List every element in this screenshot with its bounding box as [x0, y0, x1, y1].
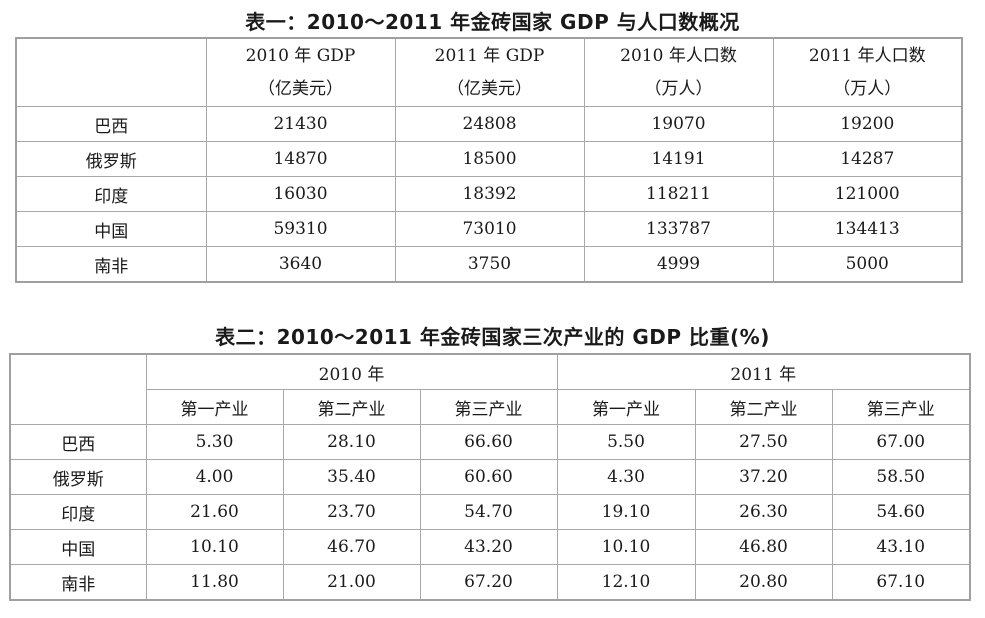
table2-subheader-row: 第一产业 第二产业 第三产业 第一产业 第二产业 第三产业 — [10, 389, 971, 425]
value-cell: 54.60 — [831, 494, 971, 530]
country-cell: 巴西 — [9, 424, 147, 460]
header-unit: （亿美元） — [258, 78, 343, 99]
header-line: 2010 年人口数 — [620, 45, 737, 66]
value-cell: 26.30 — [694, 494, 833, 530]
subheader-cell: 第一产业 — [145, 389, 284, 425]
value-cell: 134413 — [772, 211, 963, 247]
header-line: 2011 年 GDP — [434, 45, 545, 66]
value-cell: 21430 — [205, 106, 396, 142]
country-cell: 俄罗斯 — [9, 459, 147, 495]
value-cell: 18392 — [394, 176, 585, 212]
value-cell: 66.60 — [419, 424, 558, 460]
value-cell: 59310 — [205, 211, 396, 247]
table1-header-row: 2010 年 GDP （亿美元） 2011 年 GDP （亿美元） 2010 年… — [15, 37, 963, 107]
value-cell: 54.70 — [419, 494, 558, 530]
value-cell: 28.10 — [282, 424, 421, 460]
value-cell: 11.80 — [145, 564, 284, 601]
country-cell: 中国 — [15, 211, 207, 247]
value-cell: 4999 — [583, 246, 774, 283]
country-cell: 中国 — [9, 529, 147, 565]
year-header-2010: 2010 年 — [145, 353, 558, 390]
table1-corner-cell — [15, 37, 207, 107]
value-cell: 12.10 — [556, 564, 696, 601]
industry-share-table: 2010 年 2011 年 第一产业 第二产业 第三产业 第一产业 第二产业 第… — [9, 353, 972, 601]
country-cell: 印度 — [15, 176, 207, 212]
table2-corner-cell — [9, 353, 147, 425]
country-cell: 南非 — [9, 564, 147, 601]
country-cell: 俄罗斯 — [15, 141, 207, 177]
value-cell: 58.50 — [831, 459, 971, 495]
table1-header-pop-2010: 2010 年人口数 （万人） — [583, 37, 774, 107]
value-cell: 37.20 — [694, 459, 833, 495]
value-cell: 19070 — [583, 106, 774, 142]
value-cell: 21.60 — [145, 494, 284, 530]
table-row: 巴西 21430 24808 19070 19200 — [15, 106, 963, 142]
value-cell: 43.10 — [831, 529, 971, 565]
table-row: 南非 11.80 21.00 67.20 12.10 20.80 67.10 — [9, 564, 971, 601]
value-cell: 24808 — [394, 106, 585, 142]
value-cell: 18500 — [394, 141, 585, 177]
value-cell: 16030 — [205, 176, 396, 212]
table-row: 印度 21.60 23.70 54.70 19.10 26.30 54.60 — [9, 494, 971, 530]
value-cell: 4.30 — [556, 459, 696, 495]
value-cell: 35.40 — [282, 459, 421, 495]
subheader-cell: 第一产业 — [556, 389, 696, 425]
table-row: 俄罗斯 14870 18500 14191 14287 — [15, 141, 963, 177]
value-cell: 67.10 — [831, 564, 971, 601]
subheader-cell: 第二产业 — [694, 389, 833, 425]
value-cell: 27.50 — [694, 424, 833, 460]
value-cell: 4.00 — [145, 459, 284, 495]
header-unit: （亿美元） — [447, 78, 532, 99]
year-header-2011: 2011 年 — [556, 353, 971, 390]
subheader-cell: 第三产业 — [419, 389, 558, 425]
subheader-cell: 第二产业 — [282, 389, 421, 425]
table2-year-row: 2010 年 2011 年 — [9, 353, 971, 425]
table2-title: 表二：2010～2011 年金砖国家三次产业的 GDP 比重(%) — [215, 325, 770, 349]
table-row: 中国 59310 73010 133787 134413 — [15, 211, 963, 247]
table1-title: 表一：2010～2011 年金砖国家 GDP 与人口数概况 — [245, 10, 740, 34]
value-cell: 19.10 — [556, 494, 696, 530]
table1-header-gdp-2010: 2010 年 GDP （亿美元） — [205, 37, 396, 107]
value-cell: 10.10 — [145, 529, 284, 565]
header-unit: （万人） — [833, 78, 902, 99]
country-cell: 巴西 — [15, 106, 207, 142]
header-unit: （万人） — [644, 78, 713, 99]
table-row: 中国 10.10 46.70 43.20 10.10 46.80 43.10 — [9, 529, 971, 565]
table1-header-gdp-2011: 2011 年 GDP （亿美元） — [394, 37, 585, 107]
value-cell: 14191 — [583, 141, 774, 177]
value-cell: 67.20 — [419, 564, 558, 601]
value-cell: 133787 — [583, 211, 774, 247]
value-cell: 3640 — [205, 246, 396, 283]
table-row: 印度 16030 18392 118211 121000 — [15, 176, 963, 212]
value-cell: 19200 — [772, 106, 963, 142]
value-cell: 46.80 — [694, 529, 833, 565]
table-row: 南非 3640 3750 4999 5000 — [15, 246, 963, 283]
value-cell: 5.50 — [556, 424, 696, 460]
value-cell: 118211 — [583, 176, 774, 212]
country-cell: 南非 — [15, 246, 207, 283]
gdp-population-table: 2010 年 GDP （亿美元） 2011 年 GDP （亿美元） 2010 年… — [15, 37, 963, 283]
value-cell: 121000 — [772, 176, 963, 212]
value-cell: 43.20 — [419, 529, 558, 565]
value-cell: 23.70 — [282, 494, 421, 530]
value-cell: 46.70 — [282, 529, 421, 565]
value-cell: 5.30 — [145, 424, 284, 460]
value-cell: 14870 — [205, 141, 396, 177]
table-row: 俄罗斯 4.00 35.40 60.60 4.30 37.20 58.50 — [9, 459, 971, 495]
value-cell: 21.00 — [282, 564, 421, 601]
value-cell: 14287 — [772, 141, 963, 177]
value-cell: 5000 — [772, 246, 963, 283]
table1-header-pop-2011: 2011 年人口数 （万人） — [772, 37, 963, 107]
country-cell: 印度 — [9, 494, 147, 530]
subheader-cell: 第三产业 — [831, 389, 971, 425]
value-cell: 67.00 — [831, 424, 971, 460]
value-cell: 3750 — [394, 246, 585, 283]
value-cell: 60.60 — [419, 459, 558, 495]
header-line: 2010 年 GDP — [245, 45, 356, 66]
value-cell: 10.10 — [556, 529, 696, 565]
value-cell: 20.80 — [694, 564, 833, 601]
header-line: 2011 年人口数 — [808, 45, 926, 66]
table-row: 巴西 5.30 28.10 66.60 5.50 27.50 67.00 — [9, 424, 971, 460]
value-cell: 73010 — [394, 211, 585, 247]
